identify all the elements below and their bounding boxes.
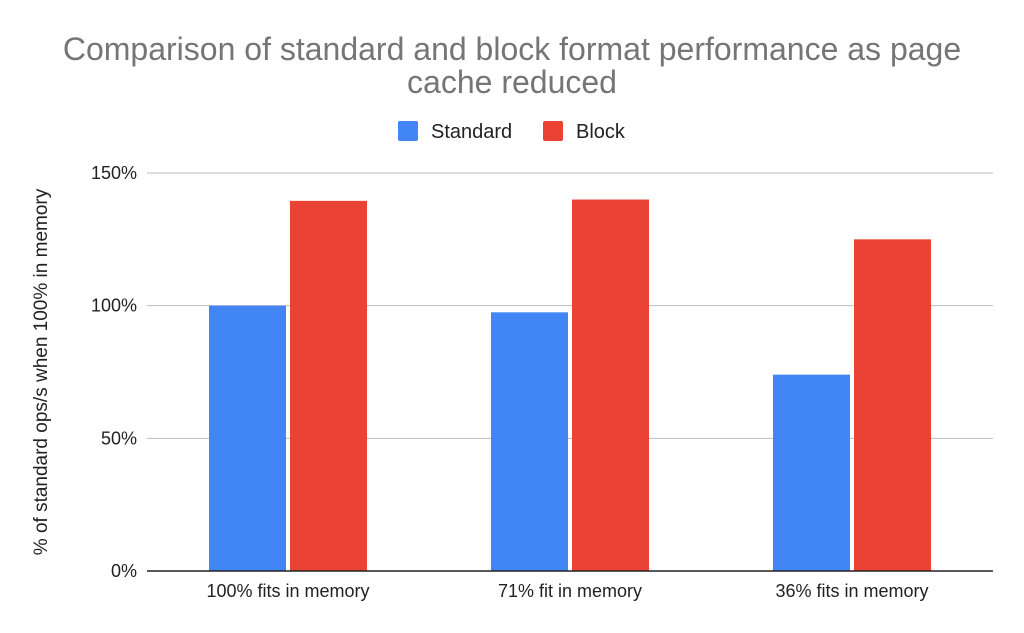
legend-label-standard: Standard [431, 121, 512, 143]
bar-block-0 [290, 200, 367, 572]
gridlines [147, 172, 993, 439]
y-axis-label: % of standard ops/s when 100% in memory [31, 188, 52, 555]
bar-standard-1 [491, 312, 568, 571]
legend: Standard Block [398, 121, 626, 143]
chart-title-line-2: cache reduced [407, 64, 617, 100]
bar-block-1 [572, 199, 649, 572]
y-tick-label: 150% [91, 163, 137, 183]
chart-title: Comparison of standard and block format … [63, 31, 961, 100]
x-axis-ticks: 100% fits in memory 71% fit in memory 36% … [206, 581, 928, 601]
legend-swatch-block [543, 121, 563, 141]
bar-block-2 [854, 239, 931, 572]
y-tick-label: 0% [111, 561, 137, 581]
y-tick-label: 100% [91, 296, 137, 316]
x-tick-label: 100% fits in memory [206, 581, 369, 601]
x-tick-label: 36% fits in memory [775, 581, 928, 601]
bar-standard-2 [773, 374, 850, 571]
x-tick-label: 71% fit in memory [498, 581, 642, 601]
legend-label-block: Block [576, 121, 626, 143]
bars [209, 199, 931, 572]
y-axis-ticks: 0% 50% 100% 150% [91, 163, 137, 581]
legend-swatch-standard [398, 121, 418, 141]
chart-title-line-1: Comparison of standard and block format … [63, 31, 961, 67]
bar-standard-0 [209, 305, 286, 571]
y-tick-label: 50% [101, 428, 137, 448]
